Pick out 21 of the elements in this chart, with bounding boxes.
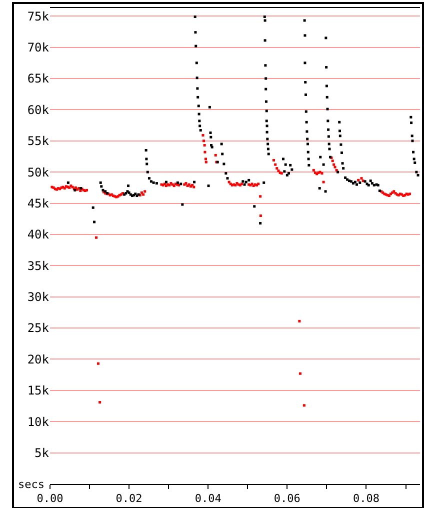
x-tick-label: 0.06 [274, 492, 300, 506]
y-tick-label: 50k [27, 165, 50, 180]
y-tick-label: 45k [27, 196, 50, 210]
x-axis-title: secs [18, 478, 44, 491]
y-tick-label: 70k [27, 40, 50, 54]
y-tick-label: 60k [27, 102, 50, 117]
y-tick-label: 35k [27, 258, 50, 273]
y-tick-label: 5k [34, 446, 50, 460]
x-tick-label: 0.00 [36, 492, 64, 506]
x-tick-label: 0.08 [352, 492, 380, 506]
y-tick-label: 65k [27, 72, 50, 86]
y-tick-label: 75k [27, 9, 50, 24]
x-tick-label: 0.04 [194, 492, 222, 506]
y-tick-label: 20k [27, 352, 50, 366]
x-tick-label: 0.02 [116, 492, 142, 506]
y-tick-label: 10k [27, 414, 50, 429]
y-tick-label: 55k [27, 134, 50, 148]
y-tick-label: 25k [27, 321, 50, 336]
y-tick-label: 15k [27, 384, 50, 398]
y-tick-label: 30k [27, 290, 50, 304]
y-tick-label: 40k [27, 228, 50, 242]
